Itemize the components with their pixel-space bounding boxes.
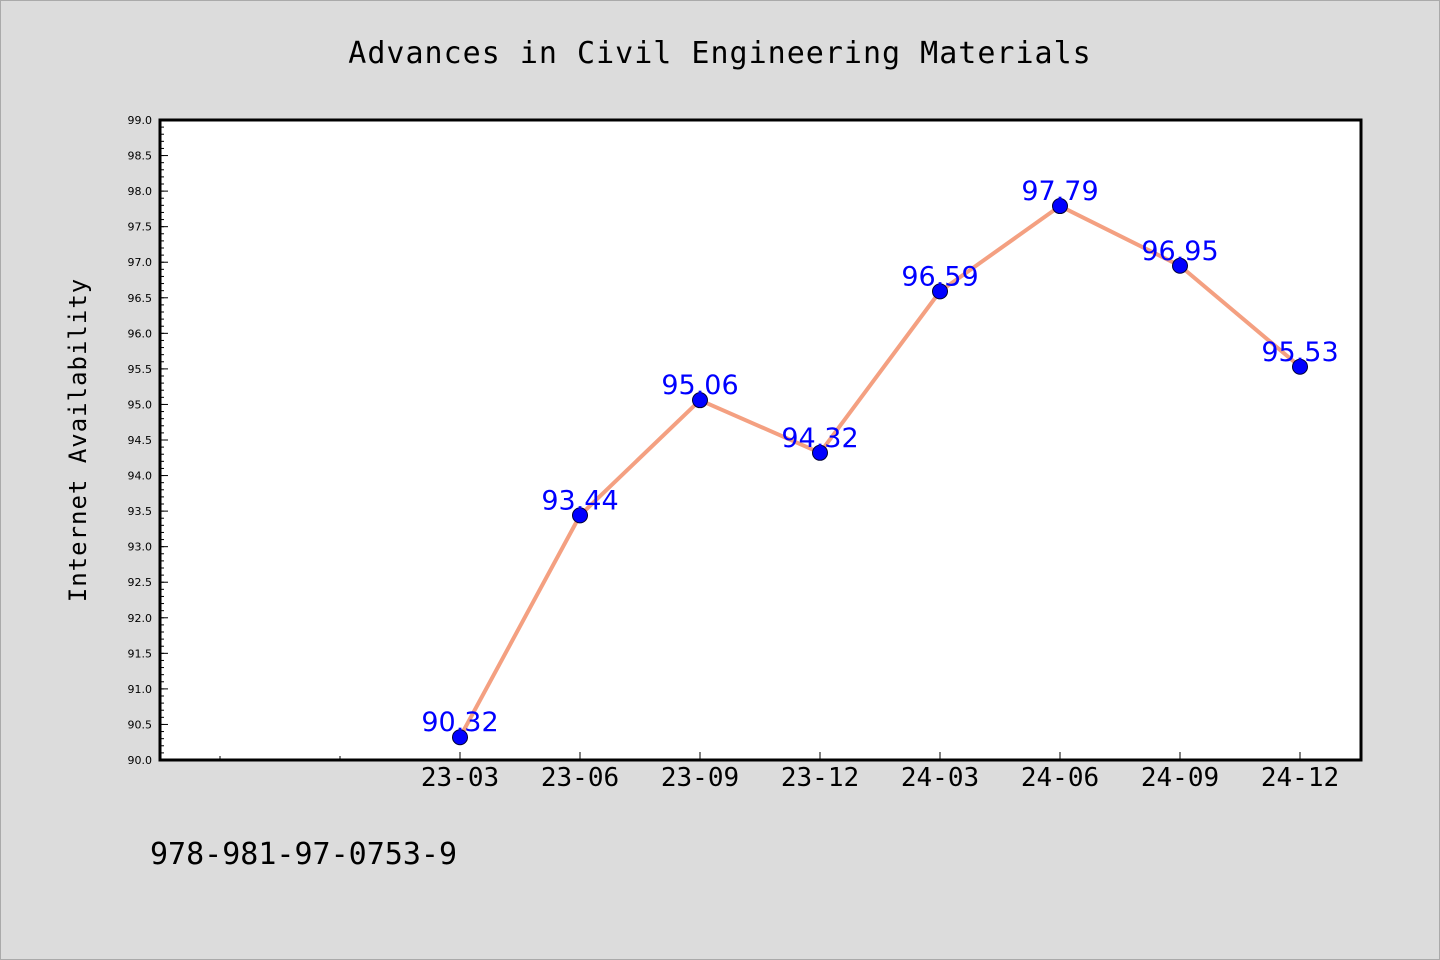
y-tick-label: 97.5 xyxy=(128,221,153,234)
y-axis: 90.0 90.5 91.0 91.5 92.0 92.5 93.0 93.5 94.0 94.5… xyxy=(128,114,168,767)
x-axis: 23-03 23-06 23-09 23-12 24-03 24-06 24-09 24-12 xyxy=(219,752,1339,793)
data-label: 93.44 xyxy=(541,485,618,516)
y-tick-label: 98.5 xyxy=(128,150,153,163)
x-tick-label: 23-12 xyxy=(781,763,859,793)
y-tick-label: 93.0 xyxy=(128,541,153,554)
data-label: 96.59 xyxy=(901,261,978,292)
y-tick-label: 95.0 xyxy=(128,398,153,411)
plot-area xyxy=(158,118,1363,762)
y-axis-label: Internet Availability xyxy=(64,278,92,602)
x-tick-label: 24-03 xyxy=(901,763,979,793)
data-labels: 90.32 93.44 95.06 94.32 96.59 97.79 96.95 95.53 xyxy=(421,176,1338,738)
data-point xyxy=(692,392,708,409)
data-label: 97.79 xyxy=(1021,176,1098,207)
y-tick-label: 92.5 xyxy=(128,576,153,589)
data-point xyxy=(932,283,948,300)
y-tick-label: 95.5 xyxy=(128,363,153,376)
data-point xyxy=(812,444,828,461)
x-tick-label: 24-12 xyxy=(1261,763,1339,793)
x-tick-label: 24-06 xyxy=(1021,763,1099,793)
y-tick-label: 91.0 xyxy=(128,683,153,696)
y-tick-label: 96.5 xyxy=(128,292,153,305)
chart-title: Advances in Civil Engineering Materials xyxy=(348,36,1091,71)
y-tick-label: 94.0 xyxy=(128,470,153,483)
y-tick-label: 98.0 xyxy=(128,185,153,198)
x-tick-label: 23-06 xyxy=(541,763,619,793)
data-point xyxy=(1172,257,1188,274)
y-tick-label: 96.0 xyxy=(128,327,153,340)
x-tick-label: 23-03 xyxy=(421,763,499,793)
data-point xyxy=(452,729,468,746)
data-label: 95.06 xyxy=(661,370,738,401)
series-markers xyxy=(452,198,1308,746)
data-label: 95.53 xyxy=(1261,337,1338,368)
series-line xyxy=(458,204,1302,739)
y-tick-label: 90.0 xyxy=(128,754,153,767)
data-label: 90.32 xyxy=(421,707,498,738)
data-label: 96.95 xyxy=(1141,236,1218,267)
y-tick-label: 90.5 xyxy=(128,718,153,731)
y-tick-label: 93.5 xyxy=(128,505,153,518)
y-tick-label: 92.0 xyxy=(128,612,153,625)
series-polyline xyxy=(458,204,1302,739)
x-tick-label: 24-09 xyxy=(1141,763,1219,793)
y-tick-label: 99.0 xyxy=(128,114,153,127)
y-tick-label: 94.5 xyxy=(128,434,153,447)
data-label: 94.32 xyxy=(781,423,858,454)
y-tick-label: 91.5 xyxy=(128,647,153,660)
data-point xyxy=(1292,358,1308,375)
y-tick-label: 97.0 xyxy=(128,256,153,269)
x-tick-label: 23-09 xyxy=(661,763,739,793)
data-point xyxy=(572,507,588,524)
footnote-isbn: 978-981-97-0753-9 xyxy=(150,837,457,872)
data-point xyxy=(1052,198,1068,215)
